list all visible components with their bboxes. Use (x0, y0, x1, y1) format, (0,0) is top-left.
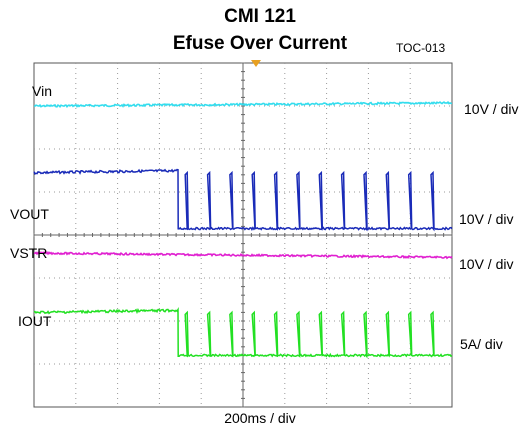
trace-vstr (33, 250, 453, 260)
trace-vin (33, 100, 453, 109)
scale-vstr: 10V / div (459, 256, 514, 272)
trace-vout (33, 168, 453, 232)
trace-iout (33, 307, 453, 359)
scale-iout: 5A/ div (460, 336, 503, 352)
series-label-iout: IOUT (18, 313, 52, 329)
trigger-marker (251, 60, 261, 67)
traces (33, 100, 453, 359)
grid (33, 62, 453, 408)
chart-subtitle: Efuse Over Current (172, 33, 348, 54)
figure-id: TOC-013 (396, 41, 446, 55)
x-axis-label: 200ms / div (224, 410, 296, 426)
scale-vin: 10V / div (464, 101, 519, 117)
scale-vout: 10V / div (459, 211, 514, 227)
series-label-vstr: VSTR (10, 245, 48, 261)
chart-title: CMI 121 (224, 6, 296, 27)
series-label-vin: Vin (32, 83, 52, 99)
series-label-vout: VOUT (10, 206, 49, 222)
